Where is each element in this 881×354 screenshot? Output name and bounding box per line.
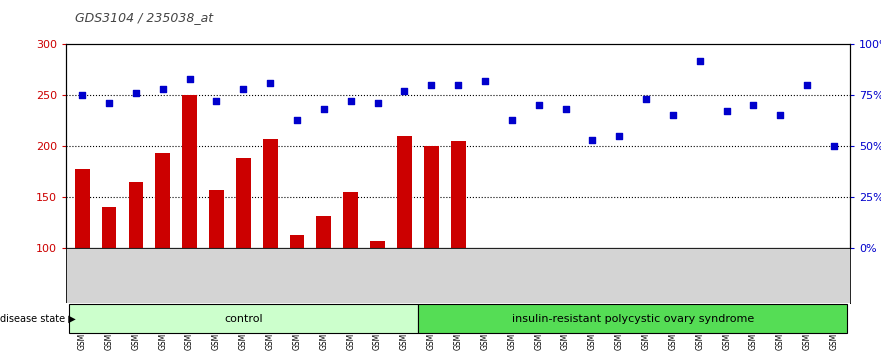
Point xyxy=(397,88,411,94)
Bar xyxy=(209,190,224,350)
Bar xyxy=(665,329,680,350)
Point xyxy=(666,113,680,118)
Bar xyxy=(800,301,815,350)
Bar xyxy=(263,139,278,350)
Bar xyxy=(344,192,358,350)
Point xyxy=(505,117,519,122)
Bar xyxy=(719,339,734,350)
Point xyxy=(639,96,653,102)
Bar xyxy=(182,95,197,350)
Bar xyxy=(418,304,848,333)
Point xyxy=(612,133,626,139)
Point xyxy=(344,98,358,104)
Bar xyxy=(290,235,305,350)
Bar xyxy=(155,153,170,350)
Point xyxy=(800,82,814,88)
Point xyxy=(585,137,599,143)
Bar xyxy=(397,136,411,350)
Bar xyxy=(316,216,331,350)
Bar xyxy=(424,146,439,350)
Point xyxy=(531,103,545,108)
Point xyxy=(774,113,788,118)
Point xyxy=(746,103,760,108)
Point xyxy=(451,82,465,88)
Bar xyxy=(639,314,654,350)
Point xyxy=(182,76,196,82)
Bar xyxy=(101,207,116,350)
Bar xyxy=(746,317,761,350)
Bar xyxy=(611,319,626,350)
Bar xyxy=(129,182,144,350)
Point xyxy=(692,58,707,63)
Point xyxy=(425,82,439,88)
Point xyxy=(827,143,841,149)
Point xyxy=(317,107,331,112)
Bar xyxy=(451,141,465,350)
Point xyxy=(478,78,492,84)
Point xyxy=(102,101,116,106)
Text: insulin-resistant polycystic ovary syndrome: insulin-resistant polycystic ovary syndr… xyxy=(512,314,754,324)
Bar xyxy=(370,241,385,350)
Point xyxy=(129,90,143,96)
Bar xyxy=(826,348,841,350)
Point xyxy=(156,86,170,92)
Text: disease state ▶: disease state ▶ xyxy=(0,314,76,324)
Text: GDS3104 / 235038_at: GDS3104 / 235038_at xyxy=(75,11,213,24)
Bar xyxy=(69,304,418,333)
Bar xyxy=(236,158,251,350)
Point xyxy=(559,107,573,112)
Point xyxy=(236,86,250,92)
Point xyxy=(720,109,734,114)
Bar xyxy=(75,170,90,350)
Bar xyxy=(478,289,492,350)
Bar xyxy=(505,332,519,350)
Bar xyxy=(692,248,707,350)
Bar xyxy=(773,327,788,350)
Point xyxy=(263,80,278,86)
Point xyxy=(290,117,304,122)
Point xyxy=(75,92,89,98)
Bar xyxy=(531,314,546,350)
Text: control: control xyxy=(224,314,263,324)
Bar xyxy=(559,347,573,350)
Point xyxy=(371,101,385,106)
Bar xyxy=(585,347,600,350)
Point xyxy=(210,98,224,104)
